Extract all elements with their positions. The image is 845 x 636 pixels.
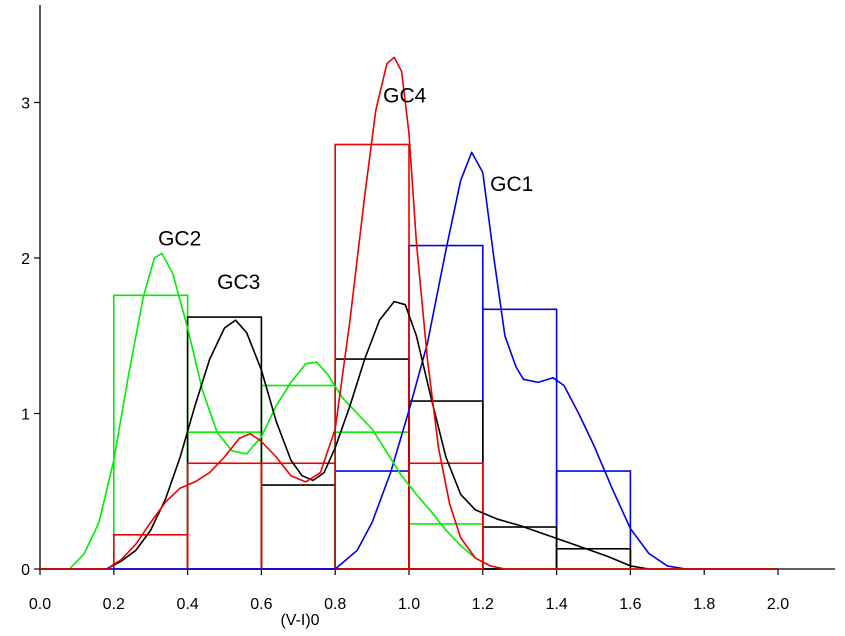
gc2-bin [186, 431, 263, 570]
y-tick-label: 3 [21, 96, 30, 113]
y-ticks: 0 1 2 3 [21, 96, 40, 579]
x-tick-label: 0.8 [324, 596, 346, 613]
gc3-label: GC3 [217, 271, 260, 294]
x-tick-label: 0.4 [176, 596, 198, 613]
gc3-bin [481, 526, 558, 570]
x-tick-label: 2.0 [767, 596, 789, 613]
plot-frame [39, 5, 835, 570]
gc1-bin [408, 244, 484, 570]
gc2-label: GC2 [158, 228, 201, 251]
gc3-bin [186, 316, 263, 570]
x-tick-label: 1.2 [472, 596, 494, 613]
x-tick-label: 1.4 [545, 596, 567, 613]
gc2-bin [334, 431, 410, 570]
x-axis-title: (V-I)0 [280, 612, 319, 629]
gc3-density-curve [40, 300, 778, 570]
gc3-bin [334, 358, 410, 570]
gc1-bin [555, 470, 632, 570]
y-tick-label: 1 [21, 407, 30, 424]
y-tick-label: 2 [21, 251, 30, 268]
gc1-bin [334, 470, 410, 570]
gc4-density-curve [40, 56, 778, 570]
gc1-bin [481, 308, 558, 570]
gc2-bin [113, 294, 189, 570]
x-ticks: 0.0 0.2 0.4 0.6 0.8 1.0 1.2 1.4 1.6 1.8 2.0 [29, 569, 789, 613]
y-tick-label: 0 [21, 562, 30, 579]
gc4-label: GC4 [383, 85, 427, 108]
density-curves [40, 56, 778, 570]
gc1-label: GC1 [490, 173, 533, 196]
x-tick-label: 0.2 [103, 596, 125, 613]
histogram-bins [113, 143, 632, 570]
gc3-bin [260, 484, 336, 570]
x-tick-label: 1.6 [619, 596, 641, 613]
gc4-bin [408, 462, 484, 570]
x-tick-label: 0.6 [250, 596, 272, 613]
x-tick-label: 1.0 [398, 596, 420, 613]
gc4-bin [334, 143, 410, 570]
gc1-density-curve [40, 151, 778, 570]
x-tick-label: 1.8 [693, 596, 715, 613]
gc4-bin [113, 533, 189, 570]
gc2-density-curve [40, 252, 778, 570]
series-annotations: GC1 GC2 GC3 GC4 [158, 85, 533, 295]
x-tick-label: 0.0 [29, 596, 51, 613]
